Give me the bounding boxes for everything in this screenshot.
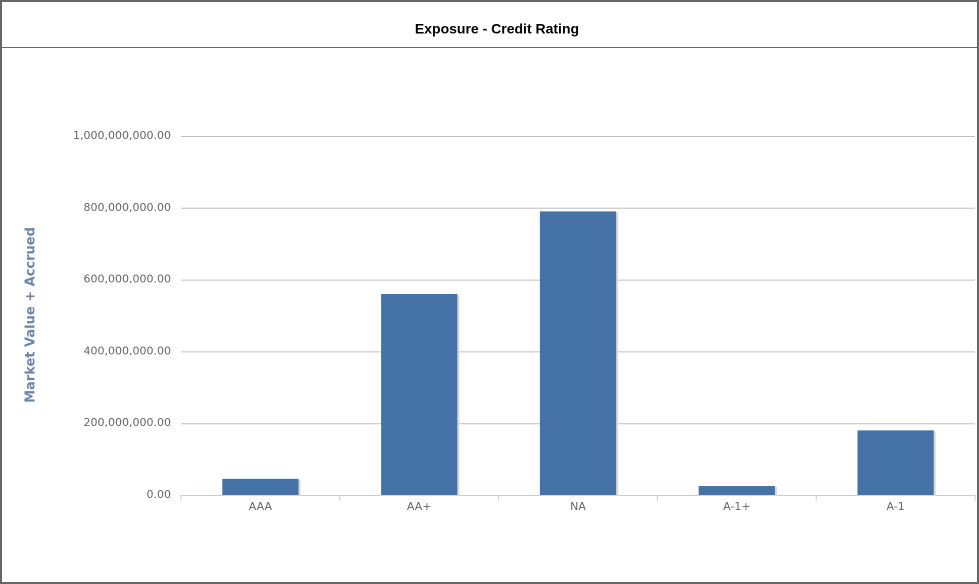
x-tick-label: A-1	[886, 500, 904, 513]
x-tick-label: AAA	[249, 500, 273, 513]
bar	[698, 486, 775, 495]
x-tick-label: NA	[570, 500, 586, 513]
y-tick-label: 1,000,000,000.00	[73, 129, 171, 142]
y-tick-label: 0.00	[147, 488, 172, 501]
chart-title: Exposure - Credit Rating	[415, 21, 579, 37]
bar	[857, 430, 934, 495]
y-tick-label: 600,000,000.00	[84, 273, 171, 286]
x-tick-label: A-1+	[723, 500, 750, 513]
y-axis-label: Market Value + Accrued	[24, 227, 39, 403]
bar	[222, 478, 299, 495]
x-tick-label: AA+	[407, 500, 432, 513]
y-tick-label: 800,000,000.00	[84, 201, 171, 214]
y-tick-label: 200,000,000.00	[84, 416, 171, 429]
bar	[539, 211, 617, 495]
y-tick-label: 400,000,000.00	[84, 344, 171, 357]
bar	[381, 293, 458, 495]
